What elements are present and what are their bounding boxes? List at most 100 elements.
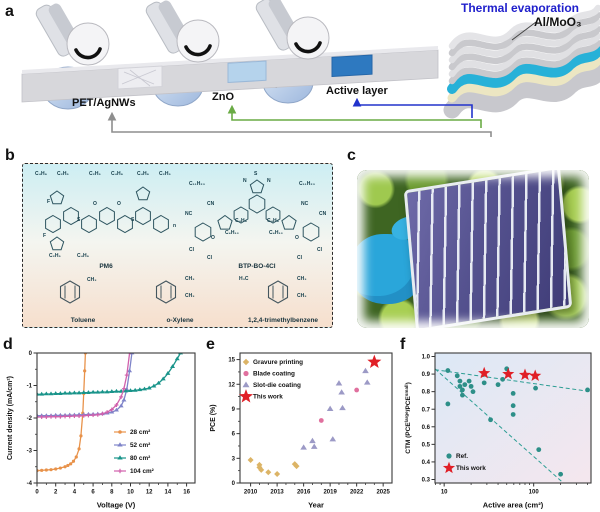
pm6-substituent: F — [43, 233, 47, 239]
pm6-substituent: O — [93, 201, 97, 207]
legend-label: Slot-die coating — [253, 382, 301, 389]
svg-text:0.8: 0.8 — [422, 390, 431, 396]
panel-letter-c: c — [347, 147, 356, 164]
btp-substituent: N — [267, 178, 271, 184]
axes: 0 2 4 6 8 10 12 14 16 0 -1 -2 -3 -4 — [27, 351, 191, 495]
panel-letter-a: a — [5, 3, 14, 20]
pm6-name: PM6 — [99, 263, 113, 270]
svg-text:2010: 2010 — [244, 490, 258, 496]
benzene-ring — [155, 280, 177, 304]
svg-text:6: 6 — [91, 490, 95, 496]
btp-substituent: C₆H₁₃ — [225, 230, 239, 236]
legend-label: Blade coating — [253, 371, 295, 378]
pm6-substituent: S — [77, 217, 81, 223]
pm6-substituent: C₂H₅ — [57, 171, 69, 177]
panel-b-materials: C₄H₉ C₂H₅ C₂H₅ C₄H₉ C₄H₉ C₂H₅ F O O S S … — [22, 163, 333, 328]
zno-label: ZnO — [212, 91, 234, 103]
pm6-substituent: C₄H₉ — [35, 171, 47, 177]
svg-text:Current density (mA/cm²): Current density (mA/cm²) — [7, 376, 14, 460]
btp-substituent: C₄H₉ — [235, 218, 247, 224]
toluene-name: Toluene — [70, 317, 96, 324]
pm6-substituent: n — [173, 223, 177, 229]
svg-text:0.7: 0.7 — [422, 407, 431, 413]
btp-substituent: Cl — [189, 247, 194, 253]
zno-patch — [227, 60, 267, 84]
methyl-label: H₃C — [239, 276, 249, 282]
panel-letter-e: e — [206, 336, 215, 353]
chart-canvas-f: 10 100 1.0 0.9 0.8 0.7 0.6 0.5 0.4 0.3 Active area… — [404, 352, 592, 510]
btp-substituent: O — [295, 235, 299, 241]
pce-vs-year-chart: 2010 2013 2016 2019 2022 2025 0 3 6 9 12 15 Year PCE … — [207, 346, 399, 510]
legend: Gravure printing Blade coating Slot-die co… — [238, 358, 303, 403]
btp-substituent: O — [211, 235, 215, 241]
svg-text:2016: 2016 — [297, 490, 311, 496]
svg-text:0.6: 0.6 — [422, 425, 431, 431]
series — [445, 366, 590, 477]
svg-text:15: 15 — [228, 358, 235, 364]
active-patch — [331, 54, 373, 78]
svg-text:-2: -2 — [27, 416, 33, 422]
svg-text:10: 10 — [441, 490, 448, 496]
active-layer-label: Active layer — [326, 85, 388, 97]
svg-text:9: 9 — [232, 407, 236, 413]
svg-text:PCE (%): PCE (%) — [210, 404, 217, 431]
pm6-substituent: C₄H₉ — [77, 253, 89, 259]
svg-text:8: 8 — [110, 490, 114, 496]
thermal-evaporation-label: Thermal evaporation — [460, 1, 580, 15]
btp-substituent: C₆H₁₃ — [269, 230, 283, 236]
btp-substituent: Cl — [317, 247, 322, 253]
film-web — [21, 46, 439, 103]
legend-label: This work — [456, 465, 486, 472]
tmb-name: 1,2,4-trimethylbenzene — [247, 317, 319, 324]
legend-label: 80 cm² — [130, 455, 150, 462]
svg-text:14: 14 — [165, 490, 172, 496]
pm6-substituent: O — [117, 201, 121, 207]
molecule-pm6: C₄H₉ C₂H₅ C₂H₅ C₄H₉ C₄H₉ C₂H₅ F O O S S … — [31, 171, 181, 271]
chart-canvas-e: 2010 2013 2016 2019 2022 2025 0 3 6 9 12 15 Year PCE … — [210, 352, 393, 510]
pm6-substituent: C₂H₅ — [89, 171, 101, 177]
chart-canvas-d: 0 2 4 6 8 10 12 14 16 0 -1 -2 -3 -4 Voltage (V) Current… — [7, 351, 196, 510]
svg-text:0.3: 0.3 — [422, 478, 431, 484]
methyl-label: CH₃ — [87, 277, 97, 283]
svg-text:0.4: 0.4 — [422, 460, 431, 466]
legend-label: 104 cm² — [130, 468, 154, 475]
svg-text:16: 16 — [183, 490, 190, 496]
svg-text:-4: -4 — [27, 481, 33, 487]
benzene-ring — [59, 280, 81, 304]
panel-a-fabrication-schematic: Thermal evaporation Al/MoO₃ PET/AgNWs Zn… — [0, 0, 600, 148]
solvent-o-xylene: CH₃ CH₃ o-Xylene — [141, 270, 219, 324]
svg-text:Active area (cm²): Active area (cm²) — [483, 501, 544, 510]
axes: 10 100 1.0 0.9 0.8 0.7 0.6 0.5 0.4 0.3 — [422, 355, 588, 496]
solvent-trimethylbenzene: H₃C CH₃ CH₃ 1,2,4-trimethylbenzene — [237, 270, 329, 325]
pm6-substituent: C₄H₉ — [111, 171, 123, 177]
flexible-solar-module — [403, 170, 573, 328]
legend-label: Ref. — [456, 453, 468, 460]
panel-letter-f: f — [400, 336, 406, 353]
methyl-label: CH₃ — [185, 293, 195, 299]
device-stack — [443, 4, 600, 119]
panel-letter-d: d — [3, 336, 13, 353]
svg-text:-1: -1 — [27, 384, 33, 390]
btp-substituent: NC — [301, 201, 309, 207]
svg-text:Year: Year — [308, 501, 324, 510]
pm6-substituent: F — [47, 199, 51, 205]
svg-text:10: 10 — [127, 490, 134, 496]
series — [247, 354, 382, 477]
panel-c-module-photo — [345, 148, 597, 332]
legend-label: Gravure printing — [253, 359, 303, 366]
legend-label: This work — [253, 394, 283, 401]
methyl-label: CH₃ — [185, 276, 195, 282]
al-moo3-label: Al/MoO₃ — [534, 15, 582, 29]
btp-substituent: C₄H₉ — [267, 218, 279, 224]
svg-text:0: 0 — [35, 490, 39, 496]
svg-text:4: 4 — [73, 490, 77, 496]
ctm-vs-area-chart: 10 100 1.0 0.9 0.8 0.7 0.6 0.5 0.4 0.3 Active area… — [402, 346, 598, 510]
svg-text:2: 2 — [54, 490, 58, 496]
btp-substituent: Cl — [297, 255, 302, 261]
legend-label: 52 cm² — [130, 442, 150, 449]
panel-letter-b: b — [5, 147, 15, 164]
svg-text:3: 3 — [232, 456, 236, 462]
svg-text:2022: 2022 — [350, 490, 364, 496]
legend: 28 cm² 52 cm² 80 cm² 104 cm² — [114, 429, 154, 475]
